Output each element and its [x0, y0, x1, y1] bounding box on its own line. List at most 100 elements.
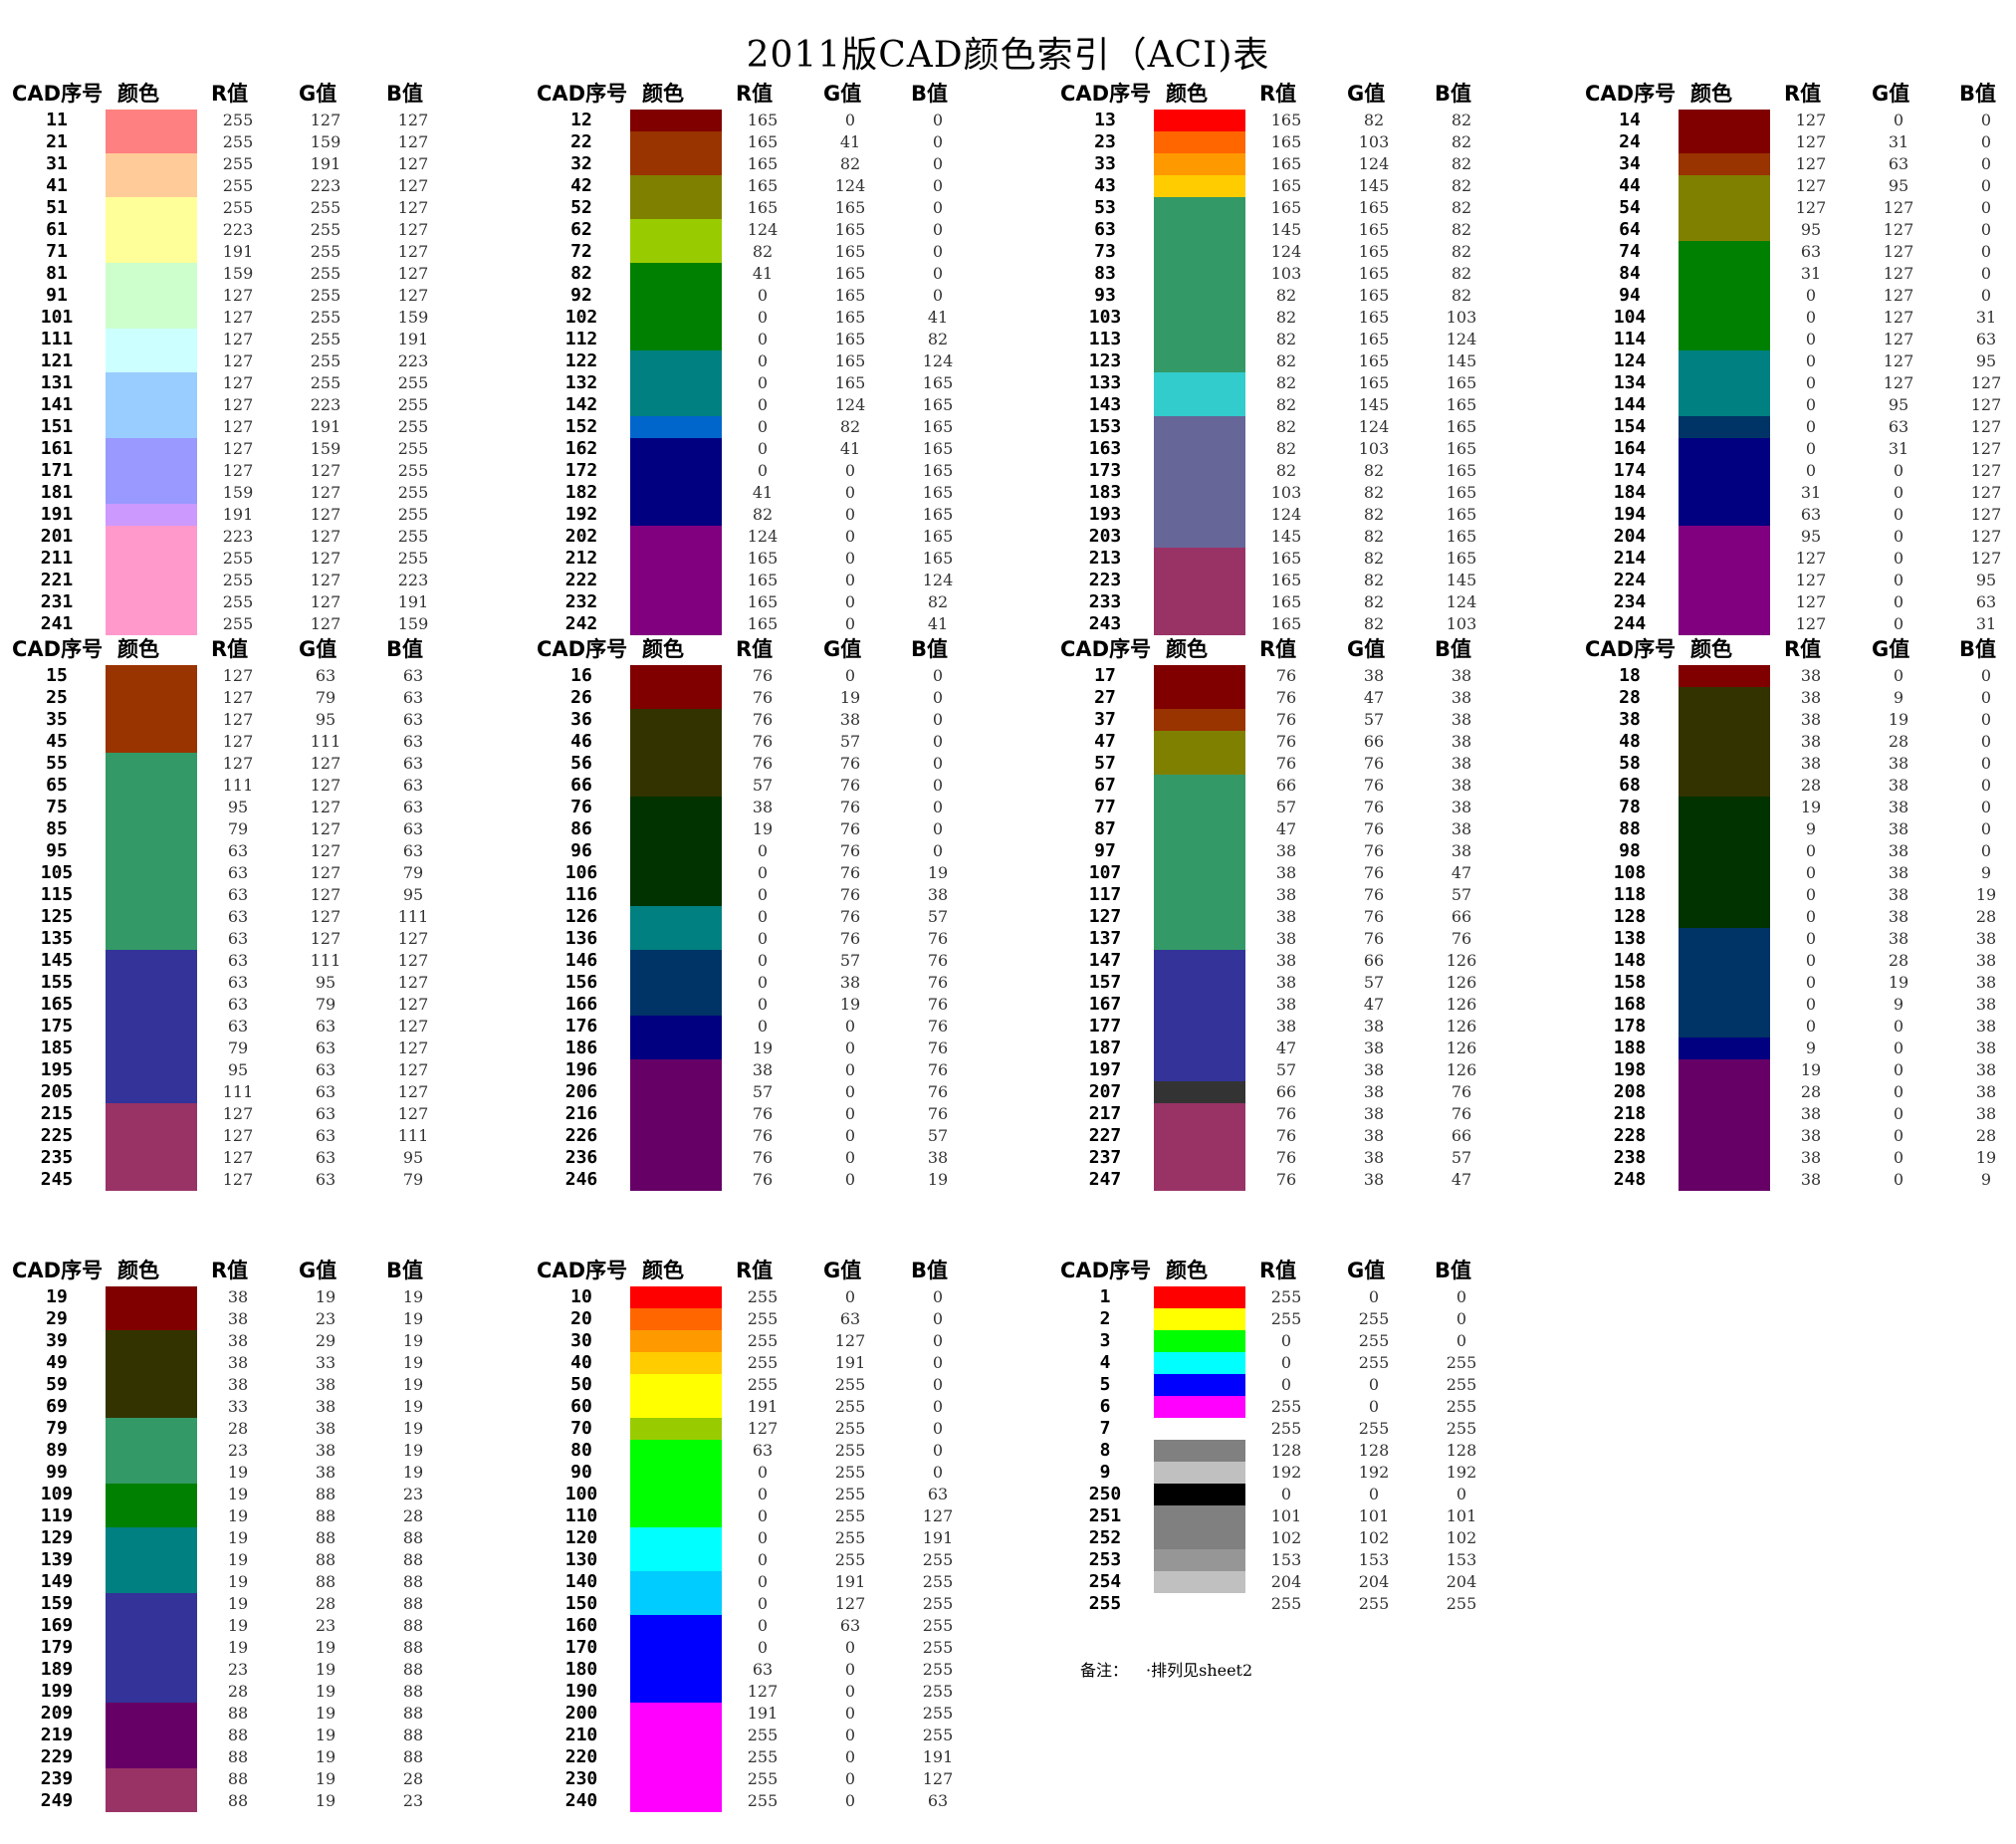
g-value: 19 — [315, 1704, 336, 1723]
color-table-block: CAD序号 颜色 R值 G值 B值 10 255 0 0 20 255 63 0 30 255 127 0 40 2… — [535, 1255, 1022, 1812]
b-value: 88 — [402, 1682, 424, 1701]
page-title: 2011版CAD颜色索引（ACI)表 — [746, 35, 1270, 76]
table-row: 20 255 63 0 — [535, 1308, 1022, 1330]
g-value: 28 — [315, 1594, 336, 1613]
b-value: 57 — [927, 907, 949, 926]
r-value: 88 — [227, 1726, 249, 1744]
table-row: 79 28 38 19 — [10, 1418, 498, 1440]
r-value: 0 — [1280, 1331, 1292, 1350]
aci-index: 126 — [564, 906, 598, 927]
g-value: 28 — [1888, 951, 1909, 970]
g-value: 76 — [839, 776, 861, 795]
aci-index: 109 — [40, 1484, 74, 1504]
aci-index: 79 — [46, 1418, 68, 1439]
r-value: 255 — [222, 549, 254, 568]
header-r: R值 — [1784, 82, 1822, 106]
r-value: 0 — [757, 1616, 769, 1635]
b-value: 255 — [922, 1726, 954, 1744]
aci-index: 25 — [46, 687, 68, 708]
color-swatch — [1154, 994, 1245, 1016]
table-row: 12 165 0 0 — [535, 110, 1022, 131]
g-value: 88 — [315, 1528, 336, 1547]
b-value: 19 — [402, 1419, 424, 1438]
b-value: 31 — [1975, 308, 1997, 327]
aci-index: 187 — [1088, 1037, 1122, 1058]
b-value: 165 — [922, 417, 954, 436]
color-swatch — [1679, 1081, 1770, 1103]
b-value: 63 — [927, 1485, 949, 1503]
aci-index: 125 — [40, 906, 74, 927]
table-row: 160 0 63 255 — [535, 1615, 1022, 1637]
g-value: 255 — [1358, 1309, 1390, 1328]
aci-index: 151 — [40, 416, 74, 437]
r-value: 79 — [227, 819, 249, 838]
color-swatch — [1679, 731, 1770, 753]
b-value: 63 — [402, 841, 424, 860]
table-row: 224 127 0 95 — [1583, 570, 2016, 591]
color-swatch — [630, 263, 722, 285]
r-value: 0 — [1805, 951, 1817, 970]
r-value: 255 — [222, 154, 254, 173]
table-row: 156 0 38 76 — [535, 972, 1022, 994]
header-index: CAD序号 — [12, 1259, 104, 1282]
b-value: 0 — [1980, 132, 1992, 151]
r-value: 0 — [1805, 351, 1817, 370]
color-swatch — [1679, 416, 1770, 438]
table-row: 103 82 165 103 — [1058, 307, 1546, 329]
g-value: 29 — [315, 1331, 336, 1350]
aci-index: 59 — [46, 1374, 68, 1395]
table-row: 47 76 66 38 — [1058, 731, 1546, 753]
g-value: 127 — [310, 863, 341, 882]
aci-index: 96 — [570, 840, 592, 861]
b-value: 165 — [922, 483, 954, 502]
color-swatch — [630, 285, 722, 307]
b-value: 255 — [397, 505, 429, 524]
table-row: 216 76 0 76 — [535, 1103, 1022, 1125]
g-value: 223 — [310, 395, 341, 414]
g-value: 76 — [839, 885, 861, 904]
b-value: 153 — [1446, 1550, 1477, 1569]
color-swatch — [1154, 526, 1245, 548]
b-value: 192 — [1446, 1463, 1477, 1482]
table-row: 138 0 38 38 — [1583, 928, 2016, 950]
r-value: 191 — [222, 505, 254, 524]
g-value: 0 — [844, 549, 856, 568]
b-value: 0 — [1980, 754, 1992, 773]
table-row: 232 165 0 82 — [535, 591, 1022, 613]
b-value: 19 — [402, 1353, 424, 1372]
header-color: 颜色 — [1166, 1259, 1208, 1282]
r-value: 255 — [222, 571, 254, 589]
r-value: 0 — [757, 439, 769, 458]
table-row: 11 255 127 127 — [10, 110, 498, 131]
header-b: B值 — [386, 637, 424, 661]
g-value: 0 — [1893, 1060, 1904, 1079]
color-swatch — [1154, 1505, 1245, 1527]
aci-index: 54 — [1619, 197, 1641, 218]
r-value: 127 — [222, 308, 254, 327]
b-value: 19 — [927, 1170, 949, 1189]
table-row: 150 0 127 255 — [535, 1593, 1022, 1615]
color-table-block: CAD序号 颜色 R值 G值 B值 14 127 0 0 24 127 31 0 34 127 63 0 44 12… — [1583, 78, 2016, 635]
r-value: 82 — [1275, 439, 1297, 458]
g-value: 76 — [839, 863, 861, 882]
g-value: 0 — [844, 1660, 856, 1679]
table-row: 187 47 38 126 — [1058, 1037, 1546, 1059]
g-value: 159 — [310, 439, 341, 458]
color-swatch — [106, 329, 197, 350]
aci-index: 32 — [570, 153, 592, 174]
header-color: 颜色 — [1690, 82, 1732, 106]
color-swatch — [1154, 613, 1245, 635]
aci-index: 189 — [40, 1659, 74, 1680]
color-swatch — [1679, 372, 1770, 394]
header-b: B值 — [386, 1259, 424, 1282]
aci-index: 244 — [1613, 613, 1647, 634]
g-value: 127 — [1883, 220, 1914, 239]
table-row: 123 82 165 145 — [1058, 350, 1546, 372]
table-row: 56 76 76 0 — [535, 753, 1022, 775]
color-swatch — [630, 1505, 722, 1527]
table-row: 63 145 165 82 — [1058, 219, 1546, 241]
color-swatch — [1679, 394, 1770, 416]
color-swatch — [1154, 1081, 1245, 1103]
color-swatch — [106, 1746, 197, 1768]
aci-index: 123 — [1088, 350, 1122, 371]
